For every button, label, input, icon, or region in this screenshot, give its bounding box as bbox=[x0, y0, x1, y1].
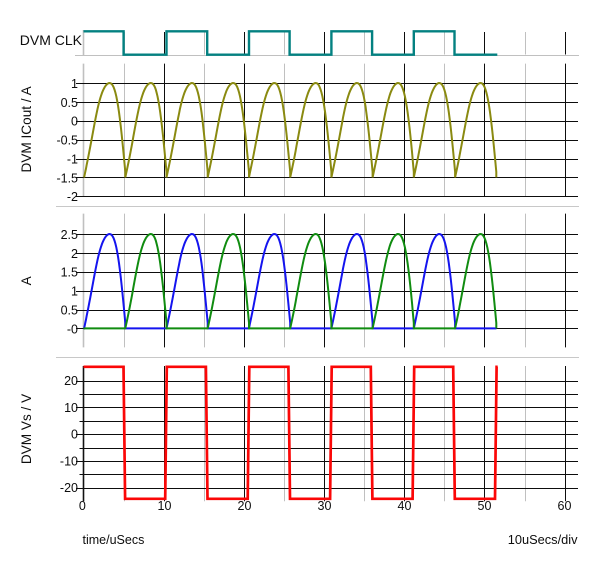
svg-text:DVM CLK: DVM CLK bbox=[20, 32, 83, 48]
svg-text:1: 1 bbox=[71, 77, 78, 91]
svg-text:-1: -1 bbox=[67, 152, 78, 166]
svg-text:10uSecs/div: 10uSecs/div bbox=[508, 532, 578, 547]
svg-text:0.5: 0.5 bbox=[61, 96, 78, 110]
svg-text:30: 30 bbox=[318, 499, 332, 513]
svg-text:0.5: 0.5 bbox=[61, 303, 78, 317]
svg-text:DVM ICout / A: DVM ICout / A bbox=[19, 85, 34, 172]
svg-text:10: 10 bbox=[64, 401, 78, 415]
svg-text:-0.5: -0.5 bbox=[56, 134, 78, 148]
svg-text:2: 2 bbox=[71, 247, 78, 261]
svg-text:60: 60 bbox=[558, 499, 572, 513]
svg-text:0: 0 bbox=[71, 428, 78, 442]
svg-text:20: 20 bbox=[64, 374, 78, 388]
svg-text:1.5: 1.5 bbox=[61, 266, 78, 280]
svg-text:1: 1 bbox=[71, 285, 78, 299]
svg-text:-20: -20 bbox=[60, 481, 78, 495]
svg-text:2.5: 2.5 bbox=[61, 228, 78, 242]
svg-text:20: 20 bbox=[238, 499, 252, 513]
svg-text:0: 0 bbox=[71, 115, 78, 129]
svg-text:40: 40 bbox=[398, 499, 412, 513]
svg-text:A: A bbox=[19, 275, 34, 285]
svg-text:time/uSecs: time/uSecs bbox=[83, 533, 145, 547]
svg-text:50: 50 bbox=[478, 499, 492, 513]
svg-text:-1.5: -1.5 bbox=[56, 171, 78, 185]
svg-text:-0: -0 bbox=[67, 322, 78, 336]
svg-text:DVM Vs / V: DVM Vs / V bbox=[19, 394, 34, 464]
svg-text:-10: -10 bbox=[60, 454, 78, 468]
svg-text:-2: -2 bbox=[67, 190, 78, 204]
svg-text:10: 10 bbox=[158, 499, 172, 513]
svg-text:0: 0 bbox=[79, 499, 86, 513]
